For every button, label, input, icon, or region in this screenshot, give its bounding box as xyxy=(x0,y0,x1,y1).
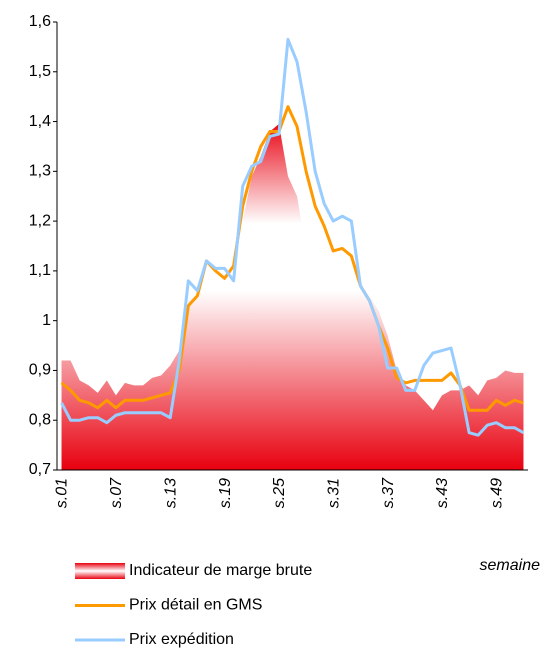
x-tick-label: s.49 xyxy=(489,478,506,508)
y-tick-label: 1,2 xyxy=(29,212,51,229)
y-tick-label: 1,3 xyxy=(29,163,51,180)
x-tick-label: s.13 xyxy=(162,478,179,508)
y-tick-label: 1,6 xyxy=(29,13,51,30)
legend-label: Indicateur de marge brute xyxy=(129,562,312,579)
legend-label: Prix détail en GMS xyxy=(129,597,262,614)
y-tick-label: 1,4 xyxy=(29,113,51,130)
y-tick-label: 0,7 xyxy=(29,461,51,478)
x-axis-label: semaine xyxy=(480,557,541,574)
y-tick-label: 1 xyxy=(42,312,51,329)
y-tick-label: 0,8 xyxy=(29,411,51,428)
area xyxy=(61,124,524,471)
x-tick-label: s.01 xyxy=(54,478,71,508)
x-tick-label: s.07 xyxy=(108,477,125,508)
y-tick-label: 1,1 xyxy=(29,262,51,279)
x-tick-label: s.43 xyxy=(434,478,451,508)
y-tick-label: 1,5 xyxy=(29,63,51,80)
x-tick-label: s.37 xyxy=(380,477,397,508)
x-tick-label: s.25 xyxy=(271,478,288,508)
legend-label: Prix expédition xyxy=(129,631,234,648)
y-tick-label: 0,9 xyxy=(29,362,51,379)
x-tick-label: s.19 xyxy=(217,478,234,508)
legend-swatch xyxy=(75,563,125,579)
line xyxy=(60,105,524,412)
x-tick-label: s.31 xyxy=(325,478,342,508)
line xyxy=(60,37,525,437)
